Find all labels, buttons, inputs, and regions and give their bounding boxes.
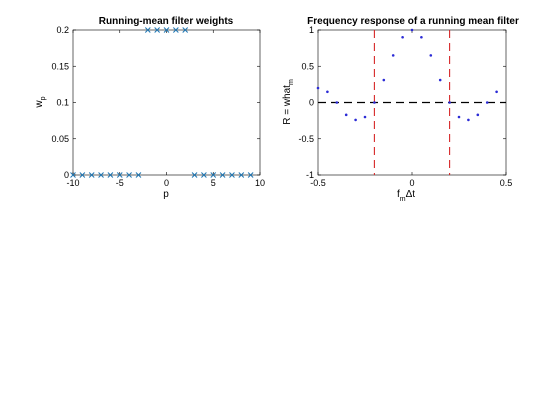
dot-marker [316, 86, 320, 90]
y-tick-label: 0.1 [56, 98, 69, 108]
x-marker [219, 172, 226, 178]
x-marker [182, 27, 189, 33]
dot-marker [429, 54, 433, 57]
x-tick-label: 5 [211, 178, 216, 188]
frequency-y-label-main: R = what [282, 85, 293, 125]
dot-marker [326, 90, 329, 94]
dot-marker [373, 101, 376, 104]
x-tick-label: 0.5 [500, 178, 513, 188]
y-tick-label: 0.2 [56, 25, 69, 35]
y-tick-label: -0.5 [298, 134, 314, 144]
frequency-y-ticks: -1 -0.5 0 0.5 1 [298, 25, 506, 180]
x-marker [163, 27, 170, 33]
frequency-y-label-sub: m [288, 79, 295, 85]
x-marker [79, 172, 86, 178]
y-tick-label: 0 [309, 98, 314, 108]
frequency-x-label-sub: m [400, 196, 406, 203]
y-tick-label: 0.05 [51, 134, 69, 144]
x-marker [191, 172, 198, 178]
dot-marker [391, 54, 395, 57]
y-tick-label: 0.15 [51, 61, 69, 71]
frequency-response-title: Frequency response of a running mean fil… [307, 16, 519, 27]
dot-marker [401, 35, 404, 39]
weights-markers [70, 27, 254, 178]
weights-x-ticks: -10 -5 0 5 10 [66, 30, 265, 188]
weights-x-label: p [163, 189, 169, 200]
x-marker [144, 27, 151, 33]
x-marker [70, 172, 76, 178]
dot-marker [448, 101, 451, 104]
x-marker [88, 172, 95, 178]
x-marker [229, 172, 235, 178]
x-marker [107, 172, 114, 178]
x-marker [238, 172, 245, 178]
x-tick-label: 0 [409, 178, 414, 188]
frequency-reference-lines [318, 30, 506, 175]
x-tick-label: -10 [66, 178, 79, 188]
x-marker [116, 172, 123, 178]
frequency-y-label: R = whatm [282, 79, 295, 125]
frequency-x-ticks: -0.5 0 0.5 [310, 30, 512, 188]
dot-marker [485, 101, 489, 104]
weights-chart-title: Running-mean filter weights [99, 16, 234, 27]
x-marker [126, 172, 132, 178]
frequency-response-chart: Frequency response of a running mean fil… [282, 16, 519, 203]
frequency-x-label: fmΔt [397, 189, 415, 203]
frequency-points [316, 28, 498, 122]
frequency-x-label-tail: Δt [406, 189, 416, 200]
x-tick-label: -5 [116, 178, 124, 188]
y-tick-label: 0.5 [301, 61, 314, 71]
dot-marker [363, 115, 367, 119]
dot-marker [354, 118, 357, 122]
frequency-x-label-main: f [397, 189, 400, 200]
x-marker [98, 172, 104, 178]
dot-marker [335, 101, 339, 104]
dot-marker [344, 113, 348, 117]
dot-marker [476, 113, 480, 117]
weights-chart: Running-mean filter weights 0 0.05 0.1 0.15… [34, 16, 265, 200]
x-tick-label: 0 [164, 178, 169, 188]
dot-marker [438, 78, 442, 82]
dot-marker [457, 115, 461, 119]
weights-y-label-main: w [34, 100, 45, 109]
x-marker [247, 172, 254, 178]
y-tick-label: -1 [306, 170, 314, 180]
dot-marker [420, 35, 423, 39]
dot-marker [467, 118, 470, 122]
weights-y-ticks: 0 0.05 0.1 0.15 0.2 [51, 25, 260, 180]
x-marker [201, 172, 207, 178]
dot-marker [495, 90, 498, 94]
x-marker [135, 172, 142, 178]
weights-y-label-sub: p [40, 96, 47, 100]
x-marker [210, 172, 217, 178]
x-marker [172, 27, 179, 33]
weights-plot-frame [72, 29, 261, 176]
x-marker [154, 27, 161, 33]
dot-marker [410, 28, 414, 32]
x-tick-label: 10 [255, 178, 265, 188]
dot-marker [382, 78, 386, 82]
weights-y-label: wp [34, 96, 47, 108]
x-tick-label: -0.5 [310, 178, 326, 188]
y-tick-label: 1 [309, 25, 314, 35]
y-tick-label: 0 [64, 170, 69, 180]
